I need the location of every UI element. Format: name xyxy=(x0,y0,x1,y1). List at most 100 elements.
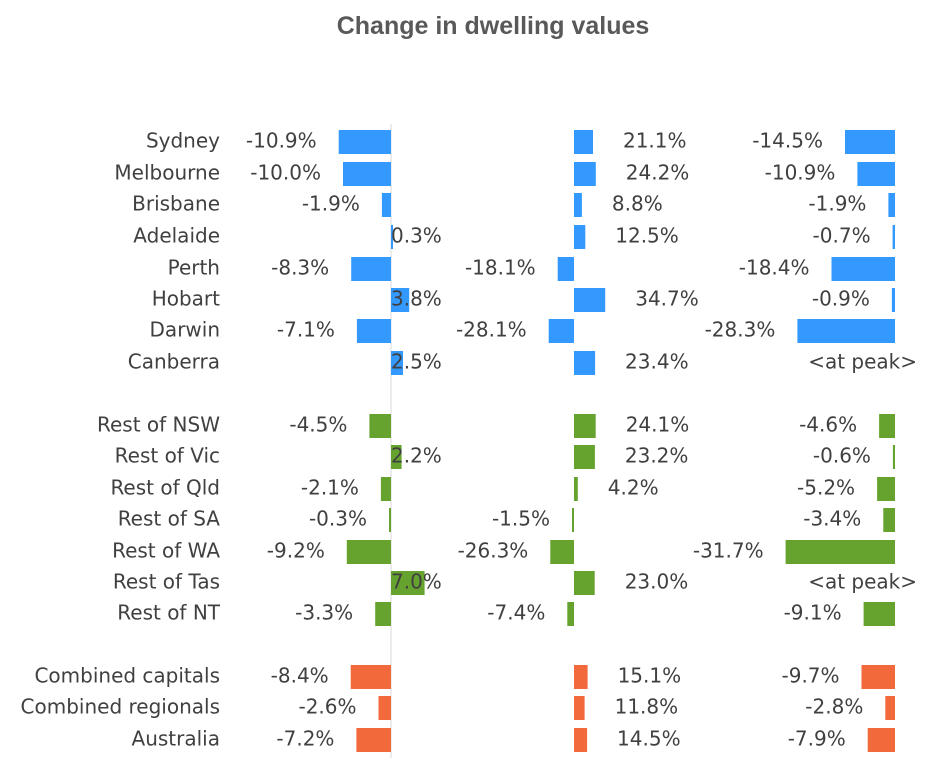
bar xyxy=(574,193,582,217)
value-label: -10.0% xyxy=(250,161,321,185)
value-label: -1.9% xyxy=(302,192,360,216)
bar xyxy=(572,508,574,532)
at-peak-label: <at peak> xyxy=(808,570,917,594)
bar xyxy=(391,225,393,249)
value-label: -8.4% xyxy=(271,664,329,688)
bar xyxy=(338,130,391,154)
category-label: Australia xyxy=(132,727,220,751)
bar xyxy=(574,288,606,312)
value-label: -3.3% xyxy=(295,601,353,625)
value-label: -0.9% xyxy=(812,287,870,311)
value-label: -8.3% xyxy=(271,256,329,280)
value-label: 15.1% xyxy=(618,664,682,688)
category-label: Sydney xyxy=(146,129,220,153)
value-label: 11.8% xyxy=(615,695,679,719)
bar xyxy=(867,728,895,752)
bar xyxy=(369,414,391,438)
value-label: -7.1% xyxy=(277,318,335,342)
value-label: 3.8% xyxy=(391,287,442,311)
value-label: -5.2% xyxy=(797,476,855,500)
category-label: Melbourne xyxy=(114,161,220,185)
value-label: -0.6% xyxy=(813,444,871,468)
bar xyxy=(391,288,410,312)
value-label: 2.5% xyxy=(391,350,442,374)
value-label: -9.7% xyxy=(782,664,840,688)
value-label: -10.9% xyxy=(246,129,317,153)
bar xyxy=(346,540,391,564)
category-label: Rest of NSW xyxy=(97,413,220,437)
bar xyxy=(885,696,895,720)
bar xyxy=(381,193,391,217)
bar xyxy=(567,602,574,626)
value-label: -7.9% xyxy=(788,727,846,751)
category-label: Adelaide xyxy=(133,224,220,248)
category-label: Rest of Qld xyxy=(110,476,220,500)
value-label: -9.1% xyxy=(784,601,842,625)
bar xyxy=(574,162,596,186)
value-label: 23.2% xyxy=(625,444,689,468)
bar xyxy=(391,571,425,595)
value-label: 24.1% xyxy=(626,413,690,437)
category-label: Canberra xyxy=(128,350,220,374)
value-label: 0.3% xyxy=(391,224,442,248)
value-label: 4.2% xyxy=(608,476,659,500)
value-label: -14.5% xyxy=(752,129,823,153)
value-label: -7.4% xyxy=(487,601,545,625)
category-label: Rest of Tas xyxy=(113,570,220,594)
bar xyxy=(574,445,595,469)
value-label: -1.9% xyxy=(808,192,866,216)
bar xyxy=(550,540,574,564)
bar xyxy=(892,225,895,249)
category-label: Brisbane xyxy=(132,192,220,216)
bar xyxy=(797,319,895,343)
bar xyxy=(375,602,391,626)
category-label: Rest of Vic xyxy=(115,444,220,468)
bar xyxy=(574,130,593,154)
bar xyxy=(548,319,574,343)
bar xyxy=(574,728,588,752)
bar xyxy=(391,351,403,375)
bar xyxy=(391,445,402,469)
bar xyxy=(574,225,586,249)
category-label: Combined regionals xyxy=(21,695,220,719)
value-label: -4.6% xyxy=(799,413,857,437)
category-label: Hobart xyxy=(152,287,220,311)
bar xyxy=(351,257,391,281)
bar xyxy=(845,130,895,154)
value-label: -7.2% xyxy=(276,727,334,751)
category-label: Perth xyxy=(168,256,220,280)
value-label: -28.1% xyxy=(456,318,527,342)
category-label: Rest of NT xyxy=(117,601,221,625)
bar xyxy=(356,319,391,343)
value-label: -2.8% xyxy=(805,695,863,719)
value-label: 14.5% xyxy=(617,727,681,751)
bar xyxy=(892,445,895,469)
value-label: -26.3% xyxy=(458,539,529,563)
bar xyxy=(877,477,895,501)
bar xyxy=(356,728,391,752)
value-label: 23.0% xyxy=(625,570,689,594)
at-peak-label: <at peak> xyxy=(808,350,917,374)
value-label: 21.1% xyxy=(623,129,687,153)
value-label: -0.3% xyxy=(309,507,367,531)
bar xyxy=(574,696,585,720)
bar xyxy=(879,414,895,438)
category-label: Rest of SA xyxy=(118,507,221,531)
bar xyxy=(831,257,895,281)
bar xyxy=(378,696,391,720)
category-label: Combined capitals xyxy=(34,664,220,688)
value-label: 23.4% xyxy=(625,350,689,374)
bar xyxy=(574,571,595,595)
chart-title: Change in dwelling values xyxy=(336,12,650,40)
value-label: -4.5% xyxy=(289,413,347,437)
bar xyxy=(863,602,895,626)
bar xyxy=(343,162,391,186)
category-label: Rest of WA xyxy=(112,539,220,563)
value-label: 7.0% xyxy=(391,570,442,594)
bar xyxy=(574,665,588,689)
bar xyxy=(861,665,895,689)
bar xyxy=(857,162,895,186)
value-label: -18.4% xyxy=(739,256,810,280)
